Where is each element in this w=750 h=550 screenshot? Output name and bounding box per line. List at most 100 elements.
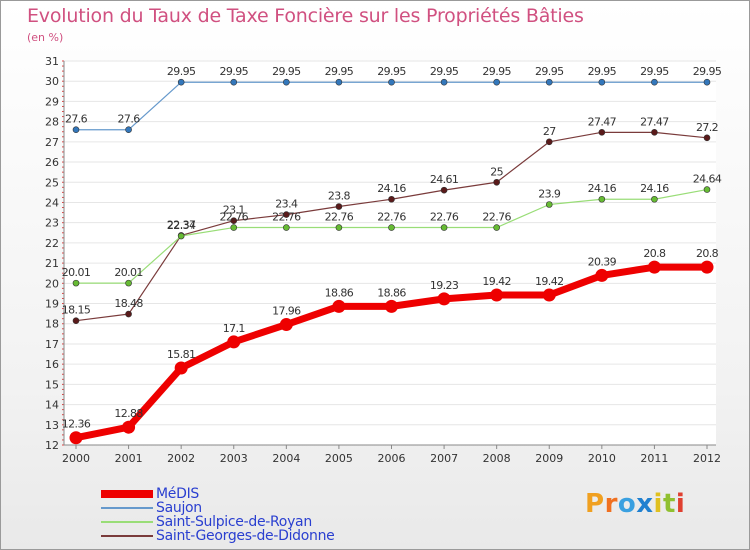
y-tick-label: 13	[45, 419, 59, 432]
legend-label: MéDIS	[156, 486, 199, 502]
data-point	[647, 260, 661, 274]
y-tick-label: 30	[45, 75, 59, 88]
x-tick-label: 2011	[640, 452, 668, 465]
data-point	[388, 195, 395, 203]
data-point	[332, 299, 346, 313]
x-tick-label: 2004	[272, 452, 300, 465]
data-label: 20.8	[643, 247, 666, 260]
data-point	[440, 224, 448, 231]
data-label: 27.2	[696, 121, 718, 134]
x-tick-label: 2012	[693, 452, 721, 465]
x-tick-label: 2007	[430, 452, 458, 465]
logo-letter: i	[653, 489, 663, 519]
data-label: 23.9	[538, 187, 561, 200]
data-label: 12.88	[114, 407, 143, 420]
data-point	[335, 203, 343, 210]
data-label: 18.86	[377, 286, 406, 299]
data-label: 25	[490, 165, 503, 178]
data-label: 22.34	[167, 219, 196, 232]
legend-label: Saujon	[156, 500, 202, 516]
data-point	[177, 78, 185, 86]
data-label: 27.6	[65, 113, 88, 126]
x-tick-label: 2002	[167, 452, 195, 465]
data-label: 22.37	[167, 218, 196, 231]
data-point	[703, 78, 711, 86]
x-tick-label: 2009	[535, 452, 563, 465]
y-tick-label: 31	[45, 55, 59, 68]
data-point	[230, 78, 238, 86]
data-label: 24.16	[377, 182, 406, 195]
data-point	[69, 431, 83, 445]
data-label: 29.95	[272, 65, 301, 78]
data-label: 23.8	[328, 190, 351, 203]
logo-letter: o	[617, 489, 637, 519]
y-tick-label: 12	[45, 439, 59, 452]
data-label: 27.6	[118, 113, 141, 126]
data-point	[125, 279, 132, 287]
data-point	[437, 292, 451, 306]
data-label: 20.8	[696, 247, 719, 260]
x-tick-label: 2008	[483, 452, 511, 465]
data-label: 17.96	[272, 305, 301, 318]
data-point	[598, 195, 606, 203]
data-label: 29.95	[693, 65, 722, 78]
data-label: 24.16	[640, 182, 669, 195]
data-point	[279, 318, 293, 332]
data-point	[651, 195, 658, 203]
data-label: 22.76	[430, 211, 459, 224]
proxiti-logo: Proxiti	[585, 489, 685, 519]
data-label: 20.01	[62, 266, 91, 279]
data-label: 22.76	[482, 211, 511, 224]
data-point	[230, 217, 238, 224]
x-tick-label: 2001	[115, 452, 143, 465]
data-point	[651, 78, 658, 86]
data-point	[545, 138, 553, 146]
y-tick-label: 15	[45, 378, 59, 391]
data-point	[72, 126, 80, 134]
data-point	[283, 211, 290, 218]
y-tick-label: 21	[45, 257, 59, 270]
data-point	[493, 178, 500, 186]
y-tick-label: 27	[45, 136, 59, 149]
data-point	[490, 288, 504, 302]
x-tick-label: 2006	[378, 452, 406, 465]
data-point	[545, 78, 553, 86]
data-point	[651, 129, 658, 136]
legend-item: Saint-Sulpice-de-Royan	[101, 515, 421, 529]
data-label: 27.47	[588, 115, 617, 128]
y-tick-label: 24	[45, 196, 59, 209]
data-point	[703, 186, 711, 193]
y-tick-label: 22	[45, 237, 59, 250]
x-tick-label: 2010	[588, 452, 616, 465]
data-point	[227, 335, 241, 349]
data-point	[388, 78, 395, 86]
data-label: 29.95	[325, 65, 354, 78]
data-label: 18.15	[62, 304, 91, 317]
logo-letter: P	[585, 489, 605, 519]
data-label: 24.61	[430, 173, 459, 186]
chart-title: Evolution du Taux de Taxe Foncière sur l…	[27, 5, 584, 27]
data-label: 12.36	[62, 418, 91, 431]
y-tick-label: 19	[45, 298, 59, 311]
data-label: 19.23	[430, 279, 459, 292]
legend-swatch	[101, 507, 153, 509]
data-label: 22.76	[220, 211, 249, 224]
data-point	[125, 310, 132, 318]
data-point	[440, 78, 448, 86]
data-label: 27	[543, 125, 556, 138]
y-tick-label: 28	[45, 116, 59, 129]
logo-letter: i	[675, 489, 686, 519]
data-label: 29.95	[220, 65, 249, 78]
data-point	[177, 232, 185, 240]
data-label: 29.95	[430, 65, 459, 78]
data-point	[335, 78, 343, 86]
data-point	[545, 201, 553, 208]
data-point	[230, 224, 238, 231]
x-tick-label: 2000	[62, 452, 90, 465]
data-point	[595, 268, 609, 282]
data-point	[385, 299, 398, 313]
data-label: 20.01	[114, 266, 143, 279]
data-label: 17.1	[223, 322, 245, 335]
